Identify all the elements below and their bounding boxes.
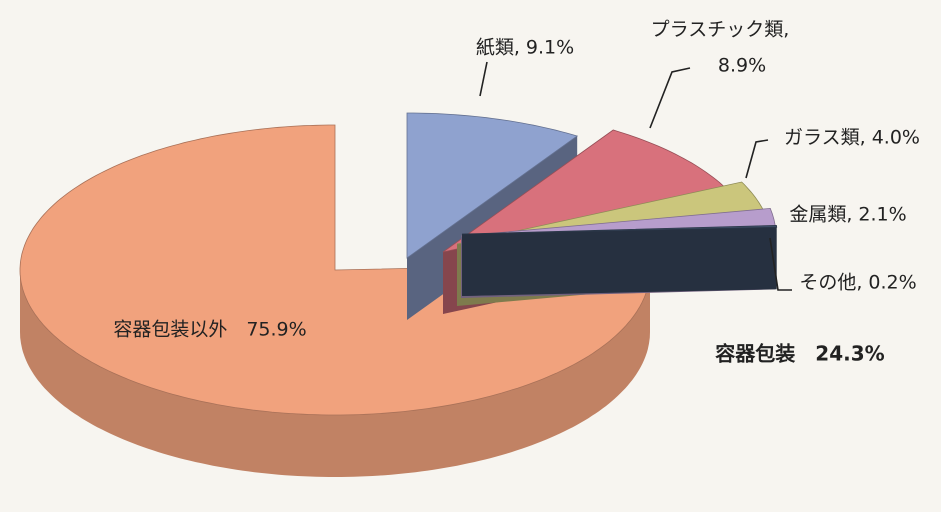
data-label: 容器包装以外 75.9% [113,319,306,341]
slice [461,224,778,296]
slice-top [442,129,729,253]
data-label: ガラス類, 4.0% [784,127,920,149]
slice-wall [462,227,777,296]
leader-line [769,237,792,291]
data-label: その他, 0.2% [799,272,916,294]
data-label: プラスチック類, [651,19,790,41]
data-label: 紙類, 9.1% [476,37,574,59]
leader-line [745,139,769,179]
annotation: 容器包装 24.3% [715,342,884,366]
data-label: 金属類, 2.1% [789,204,906,226]
slice-top [461,224,778,235]
slice-side [20,270,650,477]
leader-line [649,67,691,129]
slice-top [406,112,579,259]
leader-line [479,61,488,97]
pie [19,112,778,477]
data-label: 8.9% [718,55,766,77]
slice-top [19,124,651,416]
